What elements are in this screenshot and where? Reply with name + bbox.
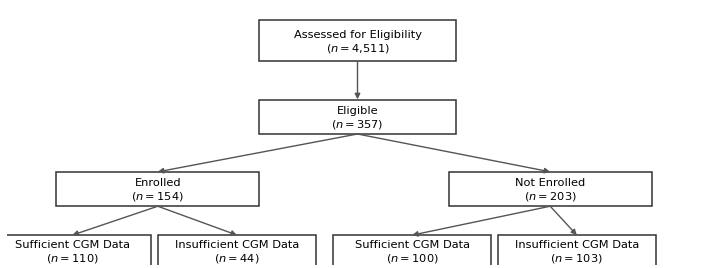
- Text: ($n$ = 100): ($n$ = 100): [385, 252, 438, 265]
- FancyBboxPatch shape: [0, 235, 151, 267]
- Text: Sufficient CGM Data: Sufficient CGM Data: [15, 240, 130, 250]
- Text: ($n$ = 110): ($n$ = 110): [46, 252, 99, 265]
- Text: ($n$ = 103): ($n$ = 103): [551, 252, 603, 265]
- FancyBboxPatch shape: [498, 235, 656, 267]
- FancyBboxPatch shape: [56, 172, 260, 206]
- FancyBboxPatch shape: [448, 172, 652, 206]
- Text: Sufficient CGM Data: Sufficient CGM Data: [355, 240, 470, 250]
- Text: Insufficient CGM Data: Insufficient CGM Data: [515, 240, 639, 250]
- Text: Insufficient CGM Data: Insufficient CGM Data: [175, 240, 299, 250]
- FancyBboxPatch shape: [260, 20, 455, 61]
- Text: Enrolled: Enrolled: [134, 178, 181, 188]
- FancyBboxPatch shape: [260, 100, 455, 134]
- FancyBboxPatch shape: [158, 235, 316, 267]
- Text: ($n$ = 357): ($n$ = 357): [332, 118, 383, 131]
- FancyBboxPatch shape: [333, 235, 491, 267]
- Text: ($n$ = 44): ($n$ = 44): [214, 252, 260, 265]
- Text: ($n$ = 154): ($n$ = 154): [132, 190, 184, 203]
- Text: ($n$ = 203): ($n$ = 203): [524, 190, 576, 203]
- Text: Eligible: Eligible: [337, 106, 378, 116]
- Text: Assessed for Eligibility: Assessed for Eligibility: [293, 30, 422, 40]
- Text: Not Enrolled: Not Enrolled: [515, 178, 586, 188]
- Text: ($n$ = 4,511): ($n$ = 4,511): [325, 42, 390, 55]
